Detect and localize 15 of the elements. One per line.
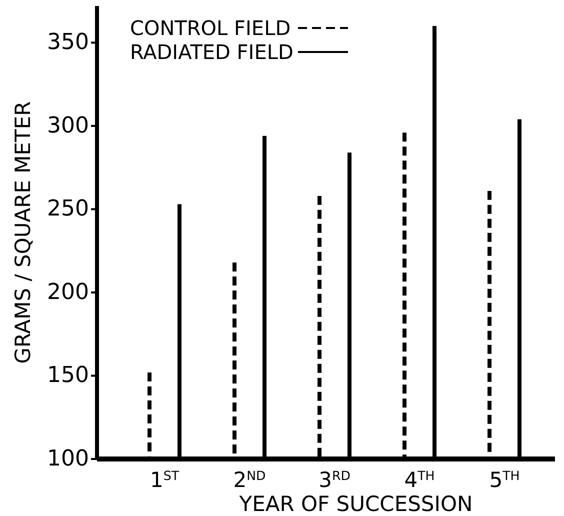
x-tick-label: 2$^{ND}$ xyxy=(233,468,266,492)
y-tick-label: 350 xyxy=(47,30,89,56)
y-tick-label: 250 xyxy=(47,196,89,222)
y-axis-title: GRAMS / SQUARE METER xyxy=(11,101,35,364)
y-tick-label: 100 xyxy=(47,446,89,472)
legend-label: CONTROL FIELD xyxy=(130,16,291,40)
x-tick-label: 5$^{TH}$ xyxy=(489,468,520,492)
y-tick-label: 200 xyxy=(47,280,89,305)
y-tick-label: 150 xyxy=(47,363,89,388)
y-tick-label: 300 xyxy=(47,113,89,138)
legend-label: RADIATED FIELD xyxy=(130,40,294,64)
x-tick-label: 4$^{TH}$ xyxy=(404,468,435,492)
x-axis-title: YEAR OF SUCCESSION xyxy=(238,492,473,516)
x-tick-label: 3$^{RD}$ xyxy=(318,468,350,492)
x-tick-label: 1$^{ST}$ xyxy=(150,468,180,492)
